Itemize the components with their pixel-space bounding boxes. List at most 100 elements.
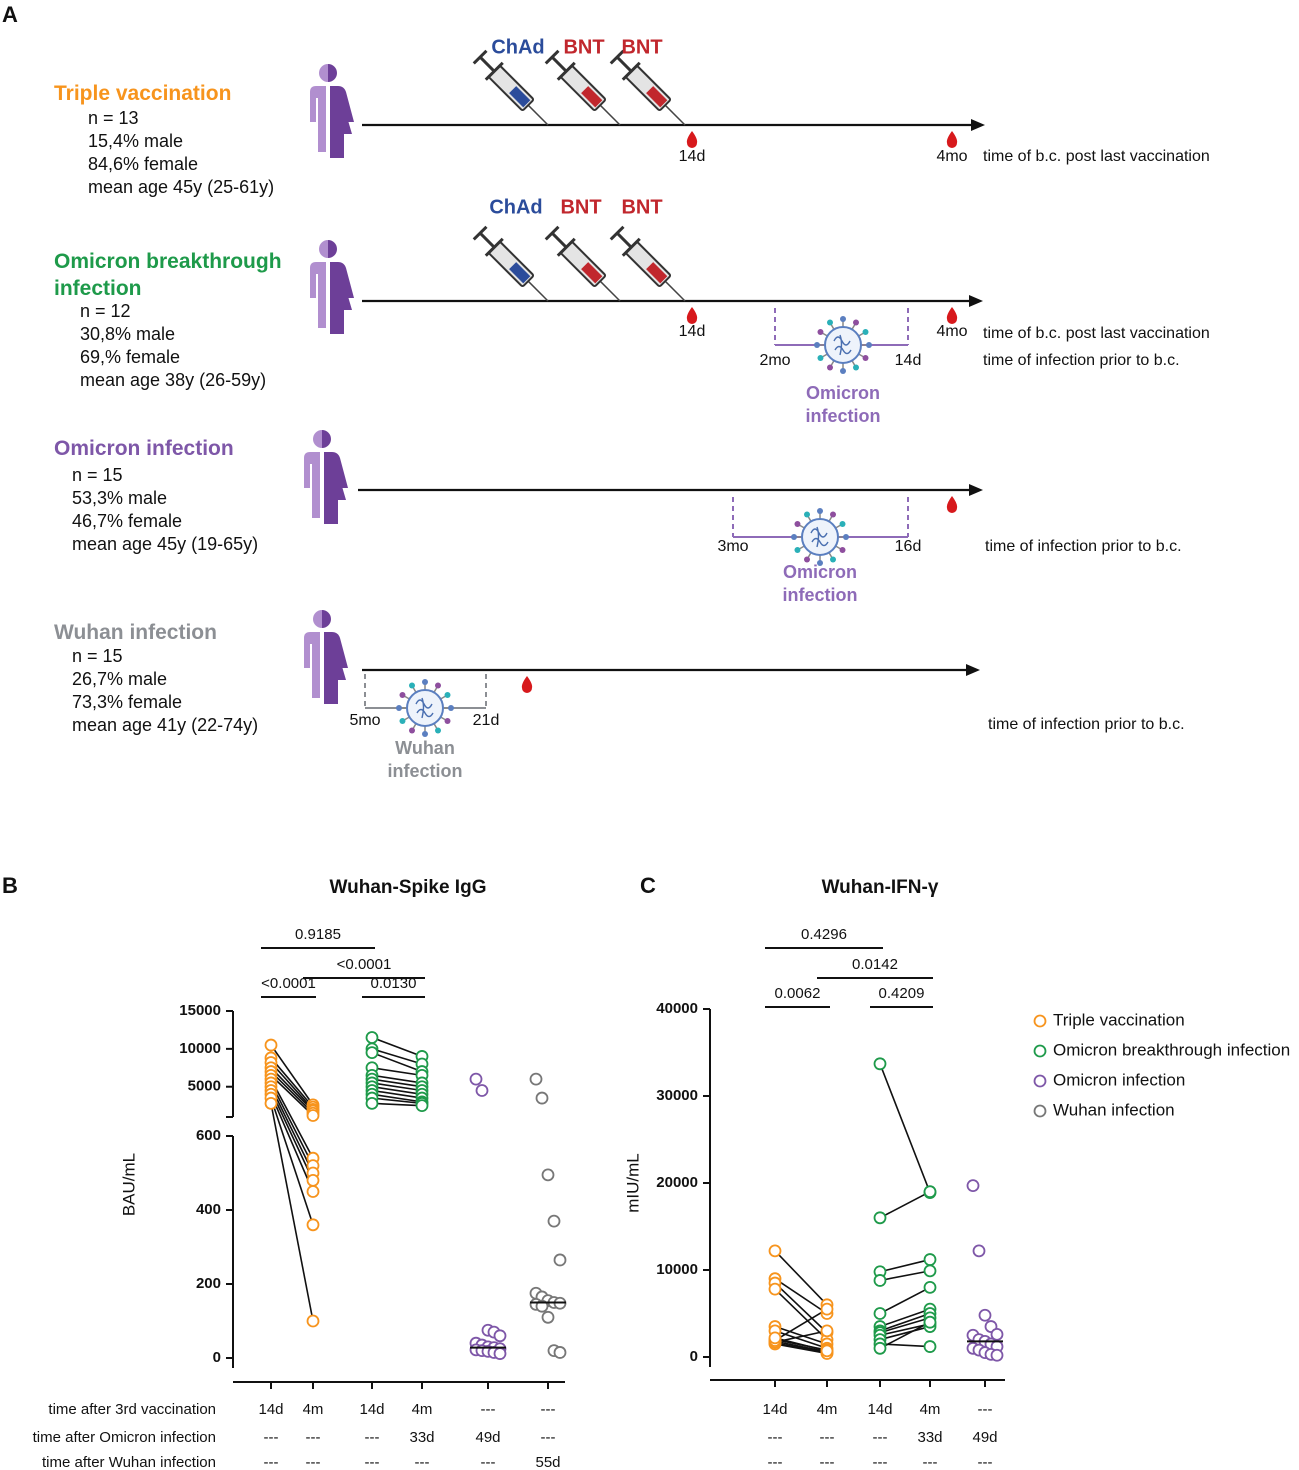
cohort-stat: mean age 41y (22-74y) [72,715,259,735]
data-point [529,1072,543,1086]
rna [810,526,829,548]
data-point [306,1174,320,1187]
data-point [493,1329,507,1343]
pair-line [774,1340,828,1353]
spike-head [791,534,797,540]
data-point [535,1091,549,1105]
pair-line [270,1097,314,1226]
pair-line [879,1286,931,1315]
virus-icon [814,316,872,374]
data-point [553,1346,567,1359]
pair-line [879,1321,931,1350]
needle [664,280,686,302]
spike-head [866,342,872,348]
pair-line [270,1078,314,1159]
infection-label: Omicron infection [805,383,881,426]
pair-line [879,1317,931,1334]
panel-label: C [640,873,656,898]
vaccine-label: BNT [560,196,601,218]
x-tick-label: 4m [817,1401,838,1418]
infection-end: 21d [473,712,500,729]
cohort-stat: n = 13 [88,108,139,128]
liquid [581,86,603,108]
cohort-stat: 15,4% male [88,131,184,151]
x-tick-label: --- [306,1454,321,1470]
data-point [923,1281,937,1294]
spike-head [840,316,846,322]
data-point [923,1185,937,1199]
pair-line [774,1278,828,1315]
data-point [493,1347,507,1360]
x-tick-label: --- [306,1429,321,1446]
pair-line [270,1067,314,1112]
pair-line [774,1325,828,1345]
person-light [310,240,328,328]
y-tick-label: 20000 [656,1174,698,1191]
capsid [824,326,862,364]
x-tick-label: --- [768,1429,783,1446]
cohort-title: Triple vaccination [54,82,232,105]
pair-line [371,1102,423,1107]
y-tick-label: 400 [196,1201,221,1218]
data-point [873,1211,887,1225]
cohort-stat: 73,3% female [72,692,183,712]
data-point [972,1244,986,1258]
y-tick-label: 15000 [179,1002,221,1019]
pair-line [774,1282,828,1334]
data-point [923,1315,937,1329]
legend-marker [1033,1014,1047,1028]
x-tick-label: --- [365,1454,380,1470]
cohort-stat: 84,6% female [88,154,199,174]
legend-label: Wuhan infection [1053,1100,1175,1119]
spike-head [422,679,428,685]
cohort-stat: mean age 45y (19-65y) [72,534,259,554]
y-tick-label: 200 [196,1275,221,1292]
barrel [488,65,535,112]
spike-head [399,692,406,698]
pair-line [879,1258,931,1273]
x-tick-label: --- [365,1429,380,1446]
y-axis-title: mIU/mL [623,1153,642,1213]
data-point [873,1307,887,1320]
cohort-title: Wuhan infection [54,621,217,644]
blood-drop [946,307,958,324]
person-dark [328,64,354,158]
p-value: 0.9185 [295,926,341,943]
panel-label: A [2,2,18,27]
y-tick-label: 600 [196,1127,221,1144]
pair-line [371,1093,423,1103]
infection-bracket [364,674,487,708]
x-tick-label: --- [415,1454,430,1470]
y-tick-label: 10000 [656,1261,698,1278]
p-value: <0.0001 [261,975,316,992]
spike-head [435,727,441,734]
x-tick-label: 55d [535,1454,560,1470]
data-point [365,1096,379,1110]
spike-head [827,364,833,371]
x-tick-label: --- [820,1454,835,1470]
data-point [768,1282,782,1296]
needle [527,280,549,302]
syringe-icon [609,225,686,302]
cohort-stat: 46,7% female [72,511,183,531]
pair-line [371,1082,423,1092]
timeline-arrow [971,119,985,131]
infection-bracket [732,497,909,537]
liquid [646,86,668,108]
data-point [923,1253,937,1266]
data-point [978,1308,992,1322]
timeline-note: time of b.c. post last vaccination [983,148,1210,165]
legend-marker [1033,1104,1047,1118]
rna [415,697,434,719]
person-icon [310,240,354,334]
p-value: 0.0130 [371,975,417,992]
spike-head [840,368,846,374]
person-icon [310,64,354,158]
timepoint-label: 4mo [936,323,967,340]
x-tick-label: --- [923,1454,938,1470]
legend-marker [1033,1044,1047,1058]
blood-drop [686,131,698,148]
y-tick-label: 0 [213,1349,221,1366]
finger-grip [556,237,576,257]
